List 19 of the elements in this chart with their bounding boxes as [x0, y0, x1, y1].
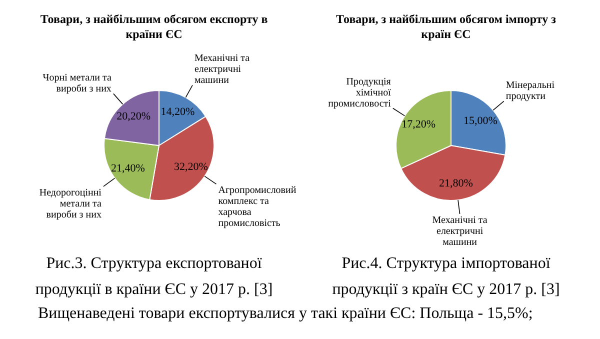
slice-label: Недорогоцінні метали та вироби з них [39, 187, 102, 220]
text: Вищенаведені товари експортувалися у такі країни ЄС: Польща - 15,5%; [37, 304, 534, 324]
text: Рис.4. Структура імпортованої продукції з країн ЄС у 2017 р. [3] [331, 254, 561, 300]
slice-label: Механічні та електричні машини [194, 53, 250, 86]
data-label: 14,20% [160, 106, 195, 118]
data-label: 21,80% [438, 178, 473, 190]
chart-title: Товари, з найбільшим обсягом імпорту з країн ЄС [335, 11, 557, 42]
slice-label: Мінеральні продукти [506, 80, 555, 102]
slice-label: Механічні та електричні машини [432, 214, 488, 248]
data-label: 21,40% [111, 162, 145, 174]
text: Рис.3. Структура експортованої продукції в країни ЄС у 2017 р. [3] [34, 254, 274, 300]
slice-label: Агропромисловий комплекс та харчова промисловість [218, 185, 297, 230]
chart-title: Товари, з найбільшим обсягом експорту в країни ЄС [39, 11, 269, 42]
data-label: 15,00% [464, 114, 498, 127]
data-label: 32,20% [174, 161, 208, 174]
data-label: 17,20% [402, 118, 436, 131]
data-label: 20,20% [116, 110, 151, 123]
slice-label: Продукція хімічної промисловості [328, 76, 392, 110]
slice-label: Чорні метали та вироби з них [42, 72, 112, 95]
